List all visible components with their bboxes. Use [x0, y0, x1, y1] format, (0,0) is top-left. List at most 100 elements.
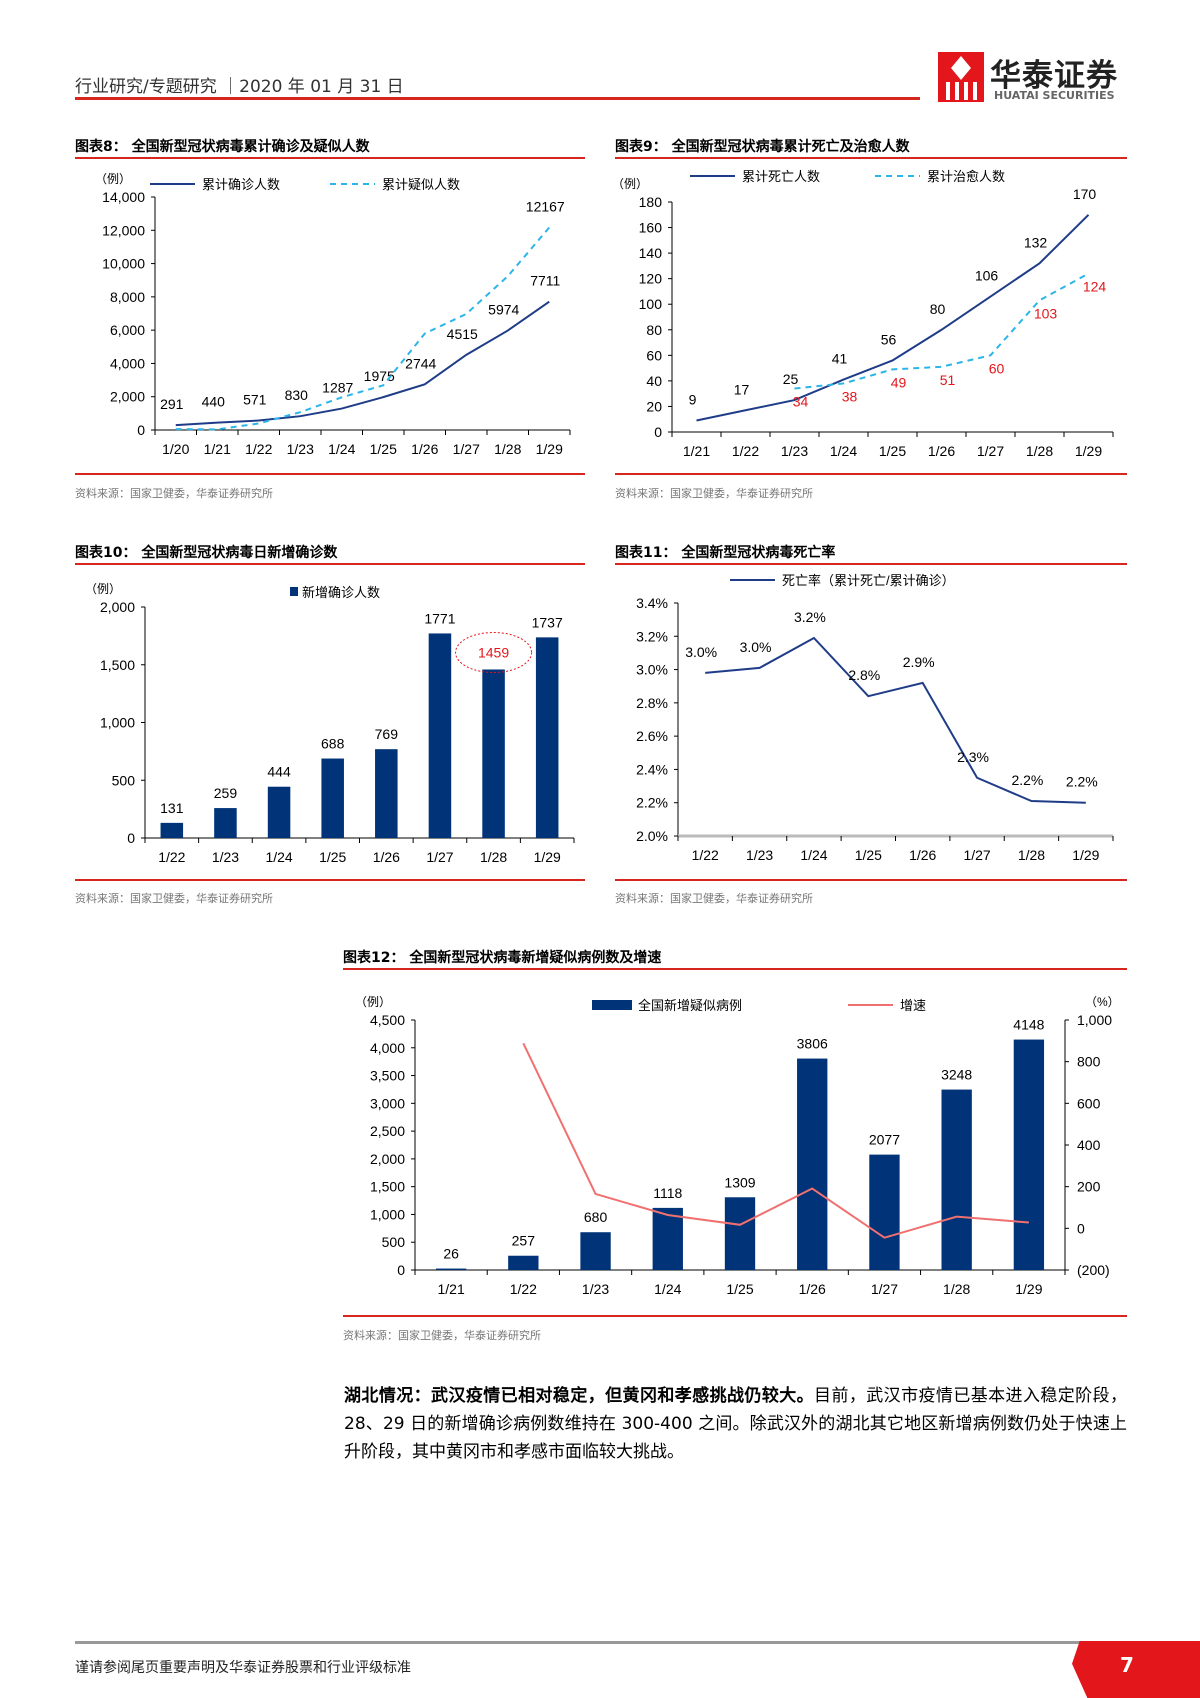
chart8-y-tick-label: 12,000: [102, 222, 145, 238]
chart12-bar: [724, 1197, 756, 1270]
chart12-bar-label: 3248: [941, 1067, 972, 1083]
chart10-annotation-circle: [455, 631, 533, 673]
chart10-bar: [321, 758, 344, 838]
chart10-legend-label: 新增确诊人数: [302, 585, 380, 600]
chart12-y-tick-label-right: 400: [1077, 1137, 1101, 1153]
chart12-y-tick-label-right: 600: [1077, 1095, 1101, 1111]
chart12-y-tick-label: 1,000: [370, 1206, 405, 1222]
chart8-x-tick-label: 1/26: [411, 441, 438, 457]
chart12-bar: [580, 1232, 611, 1270]
chart9-title: 图表9： 全国新型冠状病毒累计死亡及治愈人数: [615, 139, 910, 155]
chart10-y-tick-label: 500: [112, 772, 136, 788]
chart12-y-tick-label-right: 0: [1077, 1220, 1085, 1236]
chart9-x-tick-label: 1/24: [830, 443, 857, 459]
chart9-x-tick-label: 1/22: [732, 443, 759, 459]
chart10-bar: [267, 786, 291, 838]
chart9-data-label: 51: [940, 372, 956, 388]
chart10-legend-swatch: [290, 587, 298, 596]
chart11-bottom-rule: [615, 879, 1127, 881]
chart8-y-tick-label: 14,000: [102, 189, 145, 205]
chart12-bar: [1013, 1039, 1045, 1270]
chart12-series-line: [522, 1042, 1029, 1239]
chart8-data-label: 440: [202, 394, 226, 410]
chart12-y-tick-label: 4,500: [370, 1012, 405, 1028]
chart9-data-label: 103: [1034, 305, 1058, 321]
chart10-y-tick-label: 1,000: [100, 715, 135, 731]
chart10-bottom-rule: [75, 879, 585, 881]
chart10-x-tick-label: 1/26: [373, 849, 400, 865]
chart10-x-tick-label: 1/22: [158, 849, 185, 865]
chart8-y-unit: （例）: [95, 172, 131, 186]
footer-divider: [75, 1641, 1085, 1644]
chart12-y-tick-label: 500: [382, 1234, 406, 1250]
chart10-bar: [482, 669, 505, 838]
chart11-x-tick-label: 1/29: [1072, 847, 1099, 863]
chart12-y-tick-label: 3,000: [370, 1095, 405, 1111]
chart9-x-tick-label: 1/25: [879, 443, 906, 459]
chart9-x-tick-label: 1/27: [977, 443, 1004, 459]
chart11-data-label: 2.3%: [957, 749, 989, 765]
chart10-x-tick-label: 1/29: [534, 849, 561, 865]
chart9-x-tick-label: 1/23: [781, 443, 808, 459]
chart12-y-tick-label: 2,500: [370, 1123, 405, 1139]
header-divider: [75, 97, 920, 100]
chart10-y-tick-label: 1,500: [100, 657, 135, 673]
chart10-x-tick-label: 1/24: [265, 849, 292, 865]
chart12-y-tick-label: 4,000: [370, 1040, 405, 1056]
chart9-data-label: 38: [842, 388, 858, 404]
chart8-legend-label: 累计确诊人数: [202, 177, 280, 192]
chart9-data-label: 56: [881, 331, 897, 347]
chart11-x-tick-label: 1/27: [963, 847, 990, 863]
chart10-bar: [375, 749, 398, 838]
chart8-data-label: 5974: [488, 302, 519, 318]
chart10-bar-label: 444: [267, 764, 291, 780]
chart11-y-tick-label: 2.8%: [636, 695, 668, 711]
chart11-data-label: 2.8%: [848, 667, 880, 683]
chart8-x-tick-label: 1/23: [287, 441, 314, 457]
page-number: 7: [1120, 1653, 1134, 1677]
chart8-legend-label: 累计疑似人数: [382, 177, 460, 192]
chart12-x-tick-label: 1/28: [943, 1281, 970, 1297]
chart12-bar-label: 2077: [869, 1132, 900, 1148]
page-number-badge: 7: [1072, 1641, 1200, 1698]
chart9-x-tick-label: 1/29: [1075, 443, 1102, 459]
footer-disclaimer: 谨请参阅尾页重要声明及华泰证券股票和行业评级标准: [75, 1660, 411, 1676]
chart11-legend-label: 死亡率（累计死亡/累计确诊）: [782, 573, 955, 588]
chart12-bar-label: 26: [443, 1246, 459, 1262]
chart10-bar-label: 1771: [424, 610, 455, 626]
chart12-y-unit-right: （%）: [1085, 995, 1120, 1009]
chart12-x-tick-label: 1/26: [799, 1281, 826, 1297]
chart8-data-label: 4515: [447, 326, 478, 342]
chart12-legend-swatch: [592, 1000, 632, 1010]
chart8-y-tick-label: 4,000: [110, 355, 145, 371]
chart12-bar: [508, 1255, 539, 1270]
chart10-y-unit: （例）: [85, 582, 121, 596]
chart12-bar-label: 257: [512, 1233, 536, 1249]
chart8-y-tick-label: 2,000: [110, 389, 145, 405]
chart8-x-tick-label: 1/29: [536, 441, 563, 457]
chart8-x-tick-label: 1/24: [328, 441, 355, 457]
chart8-x-tick-label: 1/28: [494, 441, 521, 457]
body-paragraph: 湖北情况：武汉疫情已相对稳定，但黄冈和孝感挑战仍较大。目前，武汉市疫情已基本进入…: [344, 1382, 1127, 1466]
chart11-y-tick-label: 2.0%: [636, 828, 668, 844]
chart8-x-tick-label: 1/22: [245, 441, 272, 457]
chart11-data-label: 3.0%: [740, 639, 772, 655]
chart10-bar-label: 131: [160, 800, 184, 816]
chart12-y-tick-label-right: 200: [1077, 1179, 1101, 1195]
chart9-series-line: [696, 214, 1090, 422]
chart11-series-line: [705, 636, 1086, 804]
chart12-y-unit: （例）: [355, 995, 391, 1009]
chart9-data-label: 25: [783, 371, 799, 387]
chart12-bar: [652, 1207, 683, 1270]
chart12-legend-label: 全国新增疑似病例: [638, 998, 742, 1013]
chart10-bar: [428, 633, 452, 838]
chart11-y-tick-label: 3.2%: [636, 628, 668, 644]
chart11-top-rule: [615, 563, 1127, 565]
chart9-data-label: 60: [989, 360, 1005, 376]
header-text: 行业研究/专题研究 ｜2020 年 01 月 31 日: [75, 77, 404, 97]
chart11-x-tick-label: 1/25: [855, 847, 882, 863]
chart12-y-tick-label: 3,500: [370, 1068, 405, 1084]
chart12-x-tick-label: 1/22: [510, 1281, 537, 1297]
chart12-y-tick-label: 0: [397, 1262, 405, 1278]
